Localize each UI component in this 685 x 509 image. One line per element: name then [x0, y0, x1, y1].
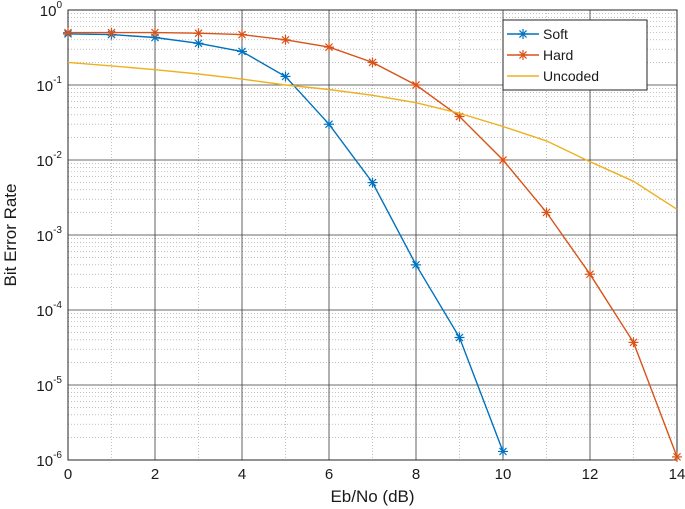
data-point-hard — [585, 269, 595, 280]
series-line-uncoded — [67, 61, 678, 210]
data-point-soft — [411, 259, 421, 270]
data-point-soft — [324, 119, 334, 130]
data-point-soft — [367, 177, 378, 188]
x-tick-labels: 0 2 4 6 8 10 12 14 — [64, 466, 685, 483]
y-tick-label: 10-1 — [36, 75, 62, 95]
data-point-hard — [367, 57, 378, 68]
series-layer — [63, 27, 682, 462]
x-tick-label: 0 — [64, 466, 72, 483]
legend-item-soft[interactable]: Soft — [507, 26, 568, 42]
legend-label-soft: Soft — [543, 26, 568, 42]
y-tick-label: 10-6 — [36, 450, 62, 470]
x-tick-label: 6 — [325, 466, 333, 483]
data-point-hard — [498, 155, 508, 165]
legend-label-uncoded: Uncoded — [543, 68, 599, 84]
data-point-hard — [150, 27, 160, 38]
y-axis-label: Bit Error Rate — [1, 184, 20, 287]
data-point-hard — [672, 451, 682, 462]
legend-marker-soft — [518, 29, 528, 39]
x-tick-label: 14 — [669, 466, 685, 483]
legend-marker-hard — [518, 50, 528, 60]
data-point-hard — [411, 80, 421, 90]
data-point-hard — [628, 337, 639, 348]
data-point-hard — [237, 29, 247, 40]
series-soft — [63, 28, 508, 457]
data-point-hard — [324, 42, 334, 53]
data-point-hard — [541, 207, 552, 218]
data-point-soft — [498, 446, 508, 457]
data-point-hard — [280, 34, 291, 45]
legend-label-hard: Hard — [543, 47, 573, 63]
series-uncoded — [67, 61, 678, 210]
data-point-soft — [280, 71, 291, 82]
x-tick-label: 2 — [151, 466, 159, 483]
x-tick-label: 12 — [582, 466, 599, 483]
x-tick-label: 8 — [412, 466, 420, 483]
plot-frame — [67, 9, 678, 461]
data-point-hard — [193, 28, 204, 39]
y-tick-label: 100 — [40, 0, 63, 20]
y-tick-label: 10-4 — [36, 300, 62, 320]
data-point-soft — [454, 332, 465, 343]
y-tick-label: 10-5 — [36, 375, 62, 395]
x-tick-label: 10 — [495, 466, 512, 483]
data-point-hard — [106, 27, 117, 38]
legend-item-uncoded[interactable]: Uncoded — [507, 68, 599, 84]
data-point-soft — [237, 46, 247, 57]
legend-item-hard[interactable]: Hard — [507, 47, 573, 63]
y-tick-label: 10-2 — [36, 150, 62, 170]
data-point-soft — [193, 38, 204, 49]
series-hard — [63, 27, 682, 462]
y-tick-labels: 100 10-1 10-2 10-3 10-4 10-5 10-6 — [36, 0, 62, 470]
x-tick-label: 4 — [238, 466, 246, 483]
y-tick-label: 10-3 — [36, 225, 62, 245]
legend[interactable]: Soft Hard Uncoded — [502, 19, 648, 91]
data-point-hard — [63, 27, 73, 38]
x-axis-label: Eb/No (dB) — [330, 487, 414, 506]
